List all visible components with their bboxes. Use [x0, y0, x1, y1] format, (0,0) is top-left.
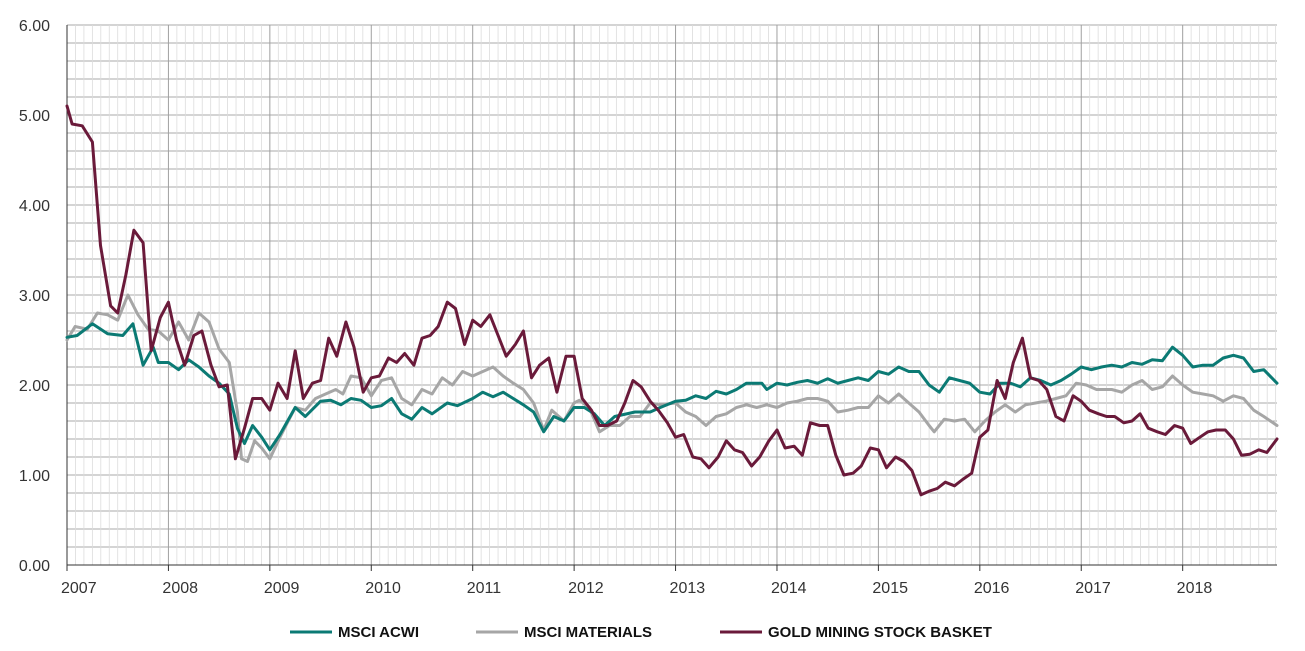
- y-tick-label: 6.00: [19, 18, 50, 35]
- legend-label: GOLD MINING STOCK BASKET: [768, 624, 992, 641]
- y-tick-label: 1.00: [19, 468, 50, 485]
- y-tick-label: 4.00: [19, 198, 50, 215]
- x-tick-label: 2014: [771, 580, 807, 597]
- x-tick-label: 2011: [467, 580, 502, 597]
- series-line-gold-mining-stock-basket: [65, 104, 1279, 497]
- legend-label: MSCI ACWI: [338, 624, 419, 641]
- x-tick-label: 2015: [872, 580, 908, 597]
- x-tick-label: 2008: [162, 580, 198, 597]
- chart-series-lines: [65, 104, 1279, 497]
- y-tick-label: 3.00: [19, 288, 50, 305]
- x-tick-label: 2012: [568, 580, 604, 597]
- series-line-msci-acwi: [65, 322, 1279, 452]
- x-tick-label: 2018: [1177, 580, 1213, 597]
- x-tick-label: 2010: [365, 580, 401, 597]
- chart-grid: [67, 24, 1277, 565]
- x-tick-label: 2013: [670, 580, 706, 597]
- y-tick-label: 5.00: [19, 108, 50, 125]
- chart-axes: [66, 25, 1277, 571]
- x-tick-label: 2016: [974, 580, 1010, 597]
- x-tick-label: 2017: [1075, 580, 1111, 597]
- chart-legend: MSCI ACWI MSCI MATERIALS GOLD MINING STOCK…: [290, 624, 992, 641]
- y-tick-label: 0.00: [19, 558, 50, 575]
- x-tick-label: 2009: [264, 580, 300, 597]
- legend-label: MSCI MATERIALS: [524, 624, 652, 641]
- y-tick-label: 2.00: [19, 378, 50, 395]
- chart-tick-labels: 0.00 1.00 2.00 3.00 4.00 5.00 6.00 2007 2008 2009…: [19, 18, 1213, 597]
- series-line-msci-materials: [65, 293, 1279, 463]
- x-tick-label: 2007: [61, 580, 97, 597]
